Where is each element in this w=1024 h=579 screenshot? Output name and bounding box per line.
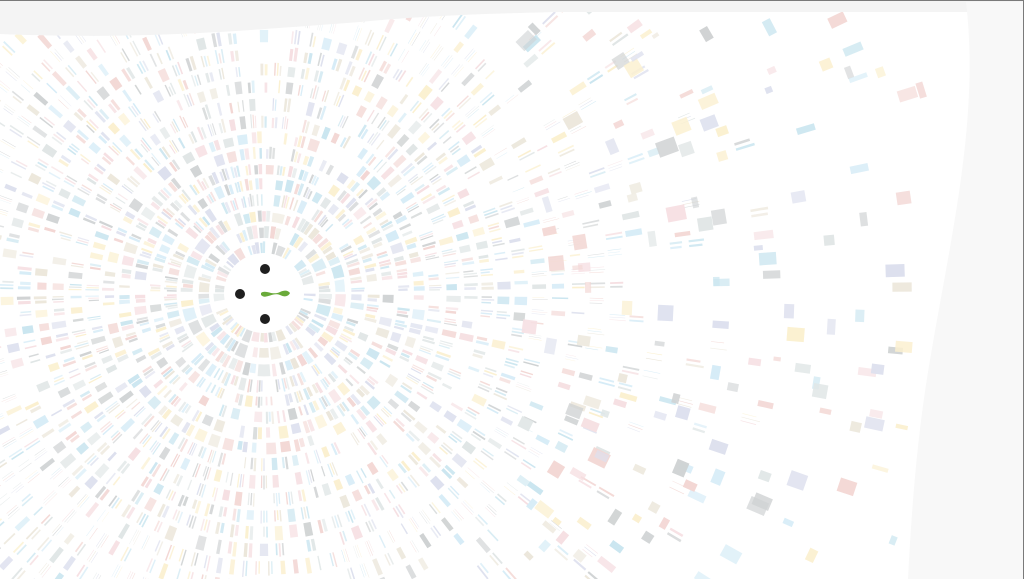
frame-border-top	[0, 0, 1024, 1]
